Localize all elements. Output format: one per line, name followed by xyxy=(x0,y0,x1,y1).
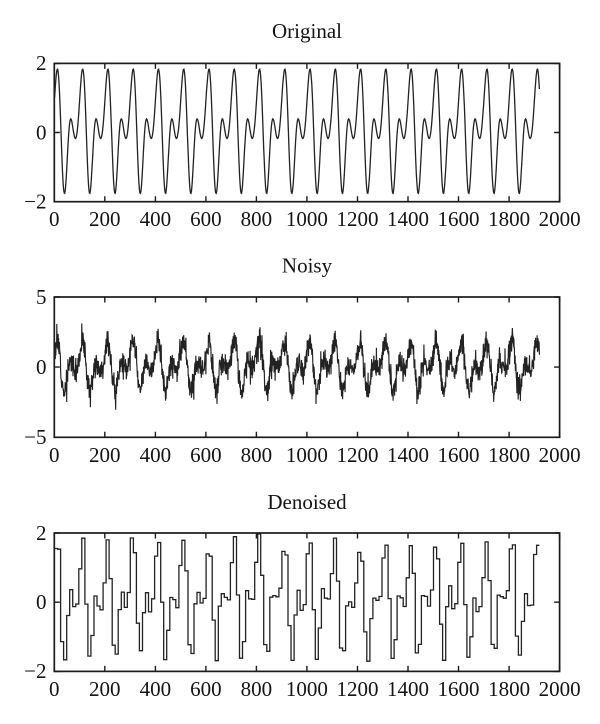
svg-text:800: 800 xyxy=(241,443,273,467)
svg-text:1000: 1000 xyxy=(286,677,328,701)
svg-text:1800: 1800 xyxy=(488,677,530,701)
svg-text:1800: 1800 xyxy=(488,207,530,231)
svg-text:1200: 1200 xyxy=(337,443,379,467)
svg-text:0: 0 xyxy=(36,355,47,379)
svg-text:1600: 1600 xyxy=(438,443,480,467)
svg-text:1000: 1000 xyxy=(286,443,328,467)
svg-text:0: 0 xyxy=(49,207,60,231)
svg-text:0: 0 xyxy=(36,590,47,614)
svg-text:2: 2 xyxy=(36,521,47,545)
svg-text:−5: −5 xyxy=(24,425,46,449)
svg-text:0: 0 xyxy=(36,120,47,144)
svg-text:800: 800 xyxy=(241,207,273,231)
svg-text:200: 200 xyxy=(89,443,121,467)
svg-text:Denoised: Denoised xyxy=(267,490,347,514)
svg-text:400: 400 xyxy=(140,207,172,231)
svg-text:600: 600 xyxy=(190,677,222,701)
svg-text:5: 5 xyxy=(36,285,47,309)
svg-text:−2: −2 xyxy=(24,659,46,683)
svg-text:Noisy: Noisy xyxy=(282,254,333,278)
svg-text:0: 0 xyxy=(49,677,60,701)
svg-text:1400: 1400 xyxy=(387,207,429,231)
svg-text:400: 400 xyxy=(140,443,172,467)
svg-text:2000: 2000 xyxy=(539,207,581,231)
svg-text:400: 400 xyxy=(140,677,172,701)
svg-text:1800: 1800 xyxy=(488,443,530,467)
svg-text:600: 600 xyxy=(190,207,222,231)
svg-text:800: 800 xyxy=(241,677,273,701)
svg-text:600: 600 xyxy=(190,443,222,467)
svg-text:1200: 1200 xyxy=(337,207,379,231)
svg-text:0: 0 xyxy=(49,443,60,467)
svg-text:1600: 1600 xyxy=(438,677,480,701)
svg-text:1200: 1200 xyxy=(337,677,379,701)
svg-text:1400: 1400 xyxy=(387,677,429,701)
svg-text:2: 2 xyxy=(36,51,47,75)
svg-text:2000: 2000 xyxy=(539,443,581,467)
svg-text:1000: 1000 xyxy=(286,207,328,231)
svg-text:1600: 1600 xyxy=(438,207,480,231)
svg-text:−2: −2 xyxy=(24,190,46,214)
svg-text:200: 200 xyxy=(89,207,121,231)
svg-text:200: 200 xyxy=(89,677,121,701)
svg-text:2000: 2000 xyxy=(539,677,581,701)
svg-text:Original: Original xyxy=(272,19,342,43)
svg-text:1400: 1400 xyxy=(387,443,429,467)
